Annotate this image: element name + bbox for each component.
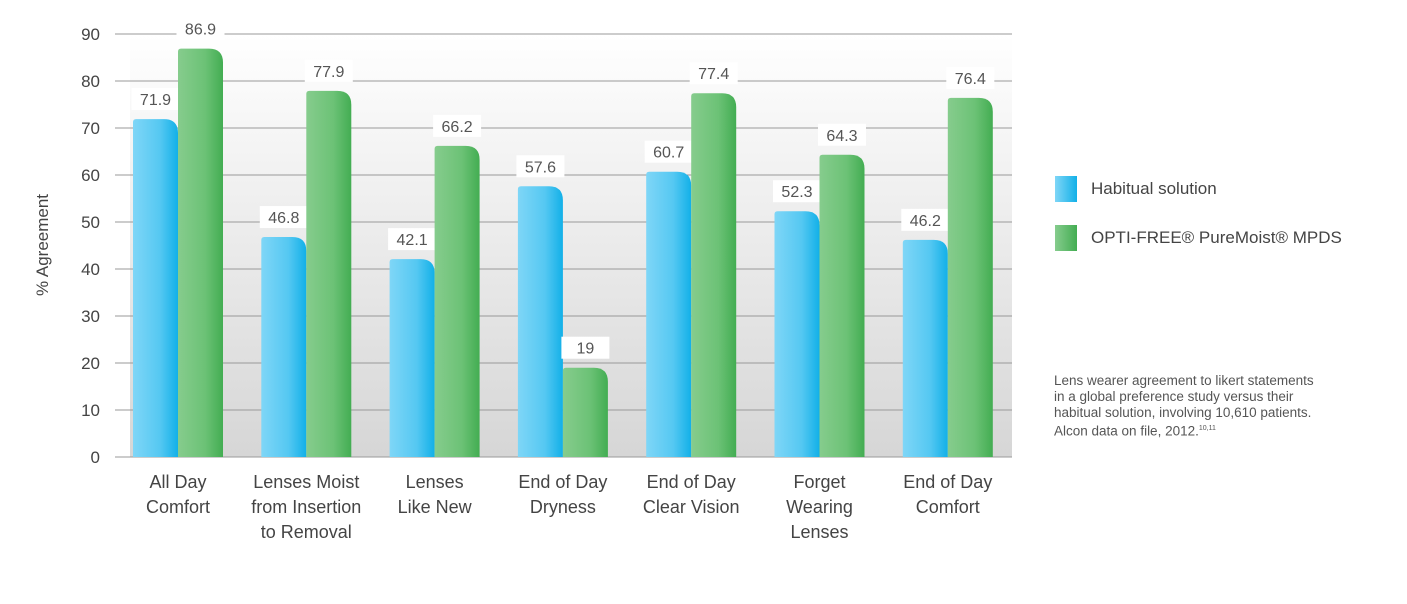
x-tick-label: Clear Vision [643,497,740,517]
data-label: 60.7 [653,145,684,162]
data-label-background [259,206,308,229]
bar-optifree [947,97,993,458]
bar-habitual [261,237,307,457]
data-label: 76.4 [955,71,986,88]
data-label-background [773,180,821,203]
data-label-background [689,62,738,85]
x-tick-label: Comfort [916,497,980,517]
data-label-background [946,66,995,89]
data-label-background [516,155,565,178]
data-label-background [901,208,950,231]
bar-optifree [434,145,480,458]
y-tick-label: 10 [81,401,100,420]
bar-optifree [178,48,223,457]
data-label: 46.8 [268,210,299,227]
data-label-background [388,228,437,251]
data-label: 52.3 [781,184,812,201]
x-tick-label: Wearing [786,497,853,517]
x-tick-label: Lenses [406,472,464,492]
data-label-background [433,114,482,137]
bar-habitual [517,186,563,457]
bar-habitual [389,259,435,457]
data-label: 19 [577,341,595,358]
legend-label: Habitual solution [1091,179,1217,198]
footnote-line: in a global preference study versus thei… [1054,389,1294,404]
data-label: 64.3 [826,128,857,145]
legend-item-optifree: OPTI-FREE® PureMoist® MPDS [1055,225,1342,251]
bar-chart: 0 10 20 30 40 50 60 70 80 90 % Agreement 71.9 86.9 Al… [33,17,1012,542]
data-label-background [304,59,353,82]
y-axis-title: % Agreement [33,194,52,296]
data-label: 42.1 [397,232,428,249]
x-tick-label: Lenses Moist [253,472,359,492]
footnote-superscript: 10,11 [1198,425,1216,432]
bar-optifree [306,90,352,458]
y-tick-label: 30 [81,307,100,326]
footnote: Lens wearer agreement to likert statemen… [1054,373,1407,440]
x-tick-label: from Insertion [251,497,361,517]
legend-swatch-blue [1055,176,1077,202]
legend-item-habitual: Habitual solution [1055,176,1217,202]
x-tick-label: Dryness [530,497,596,517]
bar-habitual [902,239,948,457]
y-tick-label: 20 [81,354,100,373]
data-label: 71.9 [140,92,171,109]
data-label-background [818,123,866,146]
y-tick-label: 70 [81,119,100,138]
footnote-line: Lens wearer agreement to likert statemen… [1054,373,1314,388]
y-tick-label: 50 [81,213,100,232]
y-tick-label: 90 [81,25,100,44]
legend-label: OPTI-FREE® PureMoist® MPDS [1091,228,1342,247]
bar-habitual [646,171,692,457]
data-label: 57.6 [525,159,556,176]
x-tick-label: to Removal [261,522,352,542]
bar-optifree [691,93,737,457]
data-label: 86.9 [185,22,216,39]
bar-optifree [562,367,608,457]
x-tick-label: Like New [398,497,473,517]
x-tick-label: Lenses [790,522,848,542]
y-tick-label: 80 [81,72,100,91]
data-label: 77.4 [698,66,729,83]
data-label-background [176,17,225,40]
legend-swatch-green [1055,225,1077,251]
x-tick-label: End of Day [518,472,607,492]
bar-habitual [133,119,178,457]
x-tick-label: Forget [793,472,845,492]
footnote-line: habitual solution, involving 10,610 pati… [1054,405,1312,420]
data-label-background [644,140,693,163]
x-tick-label: End of Day [903,472,992,492]
x-tick-label: End of Day [647,472,736,492]
x-tick-label: Comfort [146,497,210,517]
bar-optifree [819,154,865,458]
y-tick-label: 40 [81,260,100,279]
footnote-line: Alcon data on file, 2012. [1054,423,1199,439]
data-label-background [131,88,180,111]
y-tick-label: 60 [81,166,100,185]
bar-habitual [774,211,820,457]
data-label: 66.2 [442,119,473,136]
x-tick-label: All Day [149,472,206,492]
data-label: 77.9 [313,64,344,81]
y-tick-label: 0 [91,448,100,467]
data-label: 46.2 [910,213,941,230]
data-label-background [561,336,610,359]
